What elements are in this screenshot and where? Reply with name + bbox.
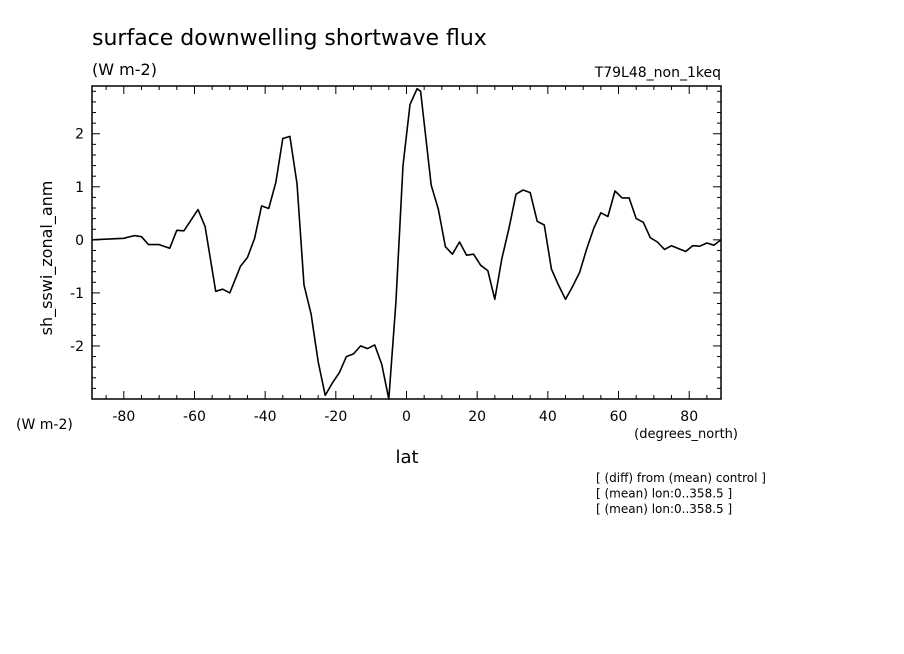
x-tick-label: -20	[324, 409, 347, 425]
x-tick-label: -40	[254, 409, 277, 425]
note-line: [ (mean) lon:0..358.5 ]	[596, 502, 732, 516]
y-axis-units: (W m-2)	[16, 417, 73, 433]
y-tick-label: -1	[70, 286, 84, 302]
chart-title: surface downwelling shortwave flux	[92, 26, 487, 51]
run-label: T79L48_non_1keq	[594, 65, 721, 81]
y-axis-label: sh_sswi_zonal_anm	[37, 181, 57, 336]
chart-units: (W m-2)	[92, 60, 157, 79]
x-tick-label: 60	[610, 409, 628, 425]
x-tick-label: -60	[183, 409, 206, 425]
series	[91, 87, 722, 400]
notes: [ (diff) from (mean) control ] [ (mean) l…	[596, 471, 766, 516]
plot-frame	[91, 85, 722, 400]
y-tick-label: 1	[75, 180, 84, 196]
x-axis-units: (degrees_north)	[634, 427, 738, 442]
y-tick-label: 2	[75, 127, 84, 143]
note-line: [ (mean) lon:0..358.5 ]	[596, 487, 732, 501]
x-tick-label: 40	[539, 409, 557, 425]
x-axis-label: lat	[395, 447, 418, 468]
axis-tick-labels: -80 -60 -40 -20 0 20 40 60 80 -2 -1 0 1 2	[70, 127, 698, 425]
y-tick-label: -2	[70, 339, 84, 355]
x-tick-label: 0	[402, 409, 411, 425]
y-tick-label: 0	[75, 233, 84, 249]
x-tick-label: 80	[680, 409, 698, 425]
x-tick-label: -80	[112, 409, 135, 425]
note-line: [ (diff) from (mean) control ]	[596, 471, 766, 485]
x-tick-label: 20	[468, 409, 486, 425]
series-line	[91, 87, 722, 400]
